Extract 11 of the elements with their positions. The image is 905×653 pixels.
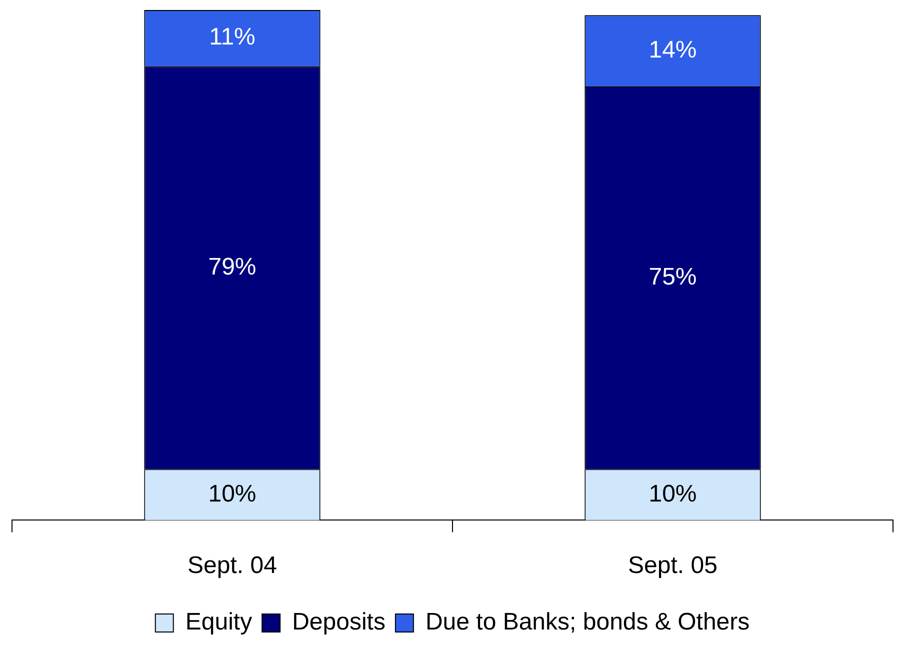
data-label: 79% — [208, 253, 256, 280]
x-tick-label: Sept. 05 — [628, 552, 718, 580]
data-label: 10% — [208, 480, 256, 508]
x-tick-label: Sept. 04 — [188, 552, 277, 580]
data-label: 10% — [648, 480, 697, 508]
legend-label: Deposits — [292, 608, 386, 636]
data-label: 75% — [648, 263, 697, 290]
legend-label: Equity — [185, 608, 252, 636]
data-label: 11% — [209, 24, 256, 51]
legend-label: Due to Banks; bonds & Others — [425, 608, 750, 636]
data-label: 14% — [648, 36, 697, 64]
